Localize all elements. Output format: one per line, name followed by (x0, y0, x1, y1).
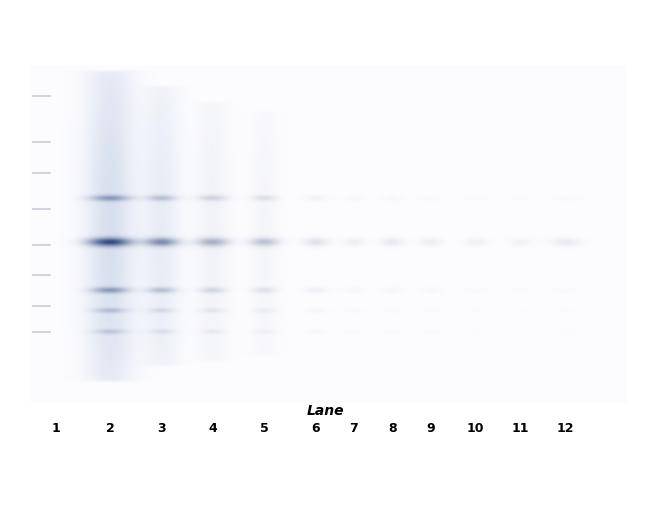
Text: 3: 3 (157, 422, 166, 435)
Text: 12: 12 (557, 422, 575, 435)
Text: 11: 11 (512, 422, 530, 435)
Text: 9: 9 (426, 422, 436, 435)
Text: 5: 5 (259, 422, 268, 435)
Text: 8: 8 (388, 422, 396, 435)
Text: 10: 10 (467, 422, 484, 435)
Text: 1: 1 (51, 422, 60, 435)
Text: 7: 7 (350, 422, 358, 435)
Text: 2: 2 (106, 422, 114, 435)
Text: 4: 4 (209, 422, 217, 435)
Text: Lane: Lane (306, 404, 344, 418)
Text: 6: 6 (311, 422, 320, 435)
